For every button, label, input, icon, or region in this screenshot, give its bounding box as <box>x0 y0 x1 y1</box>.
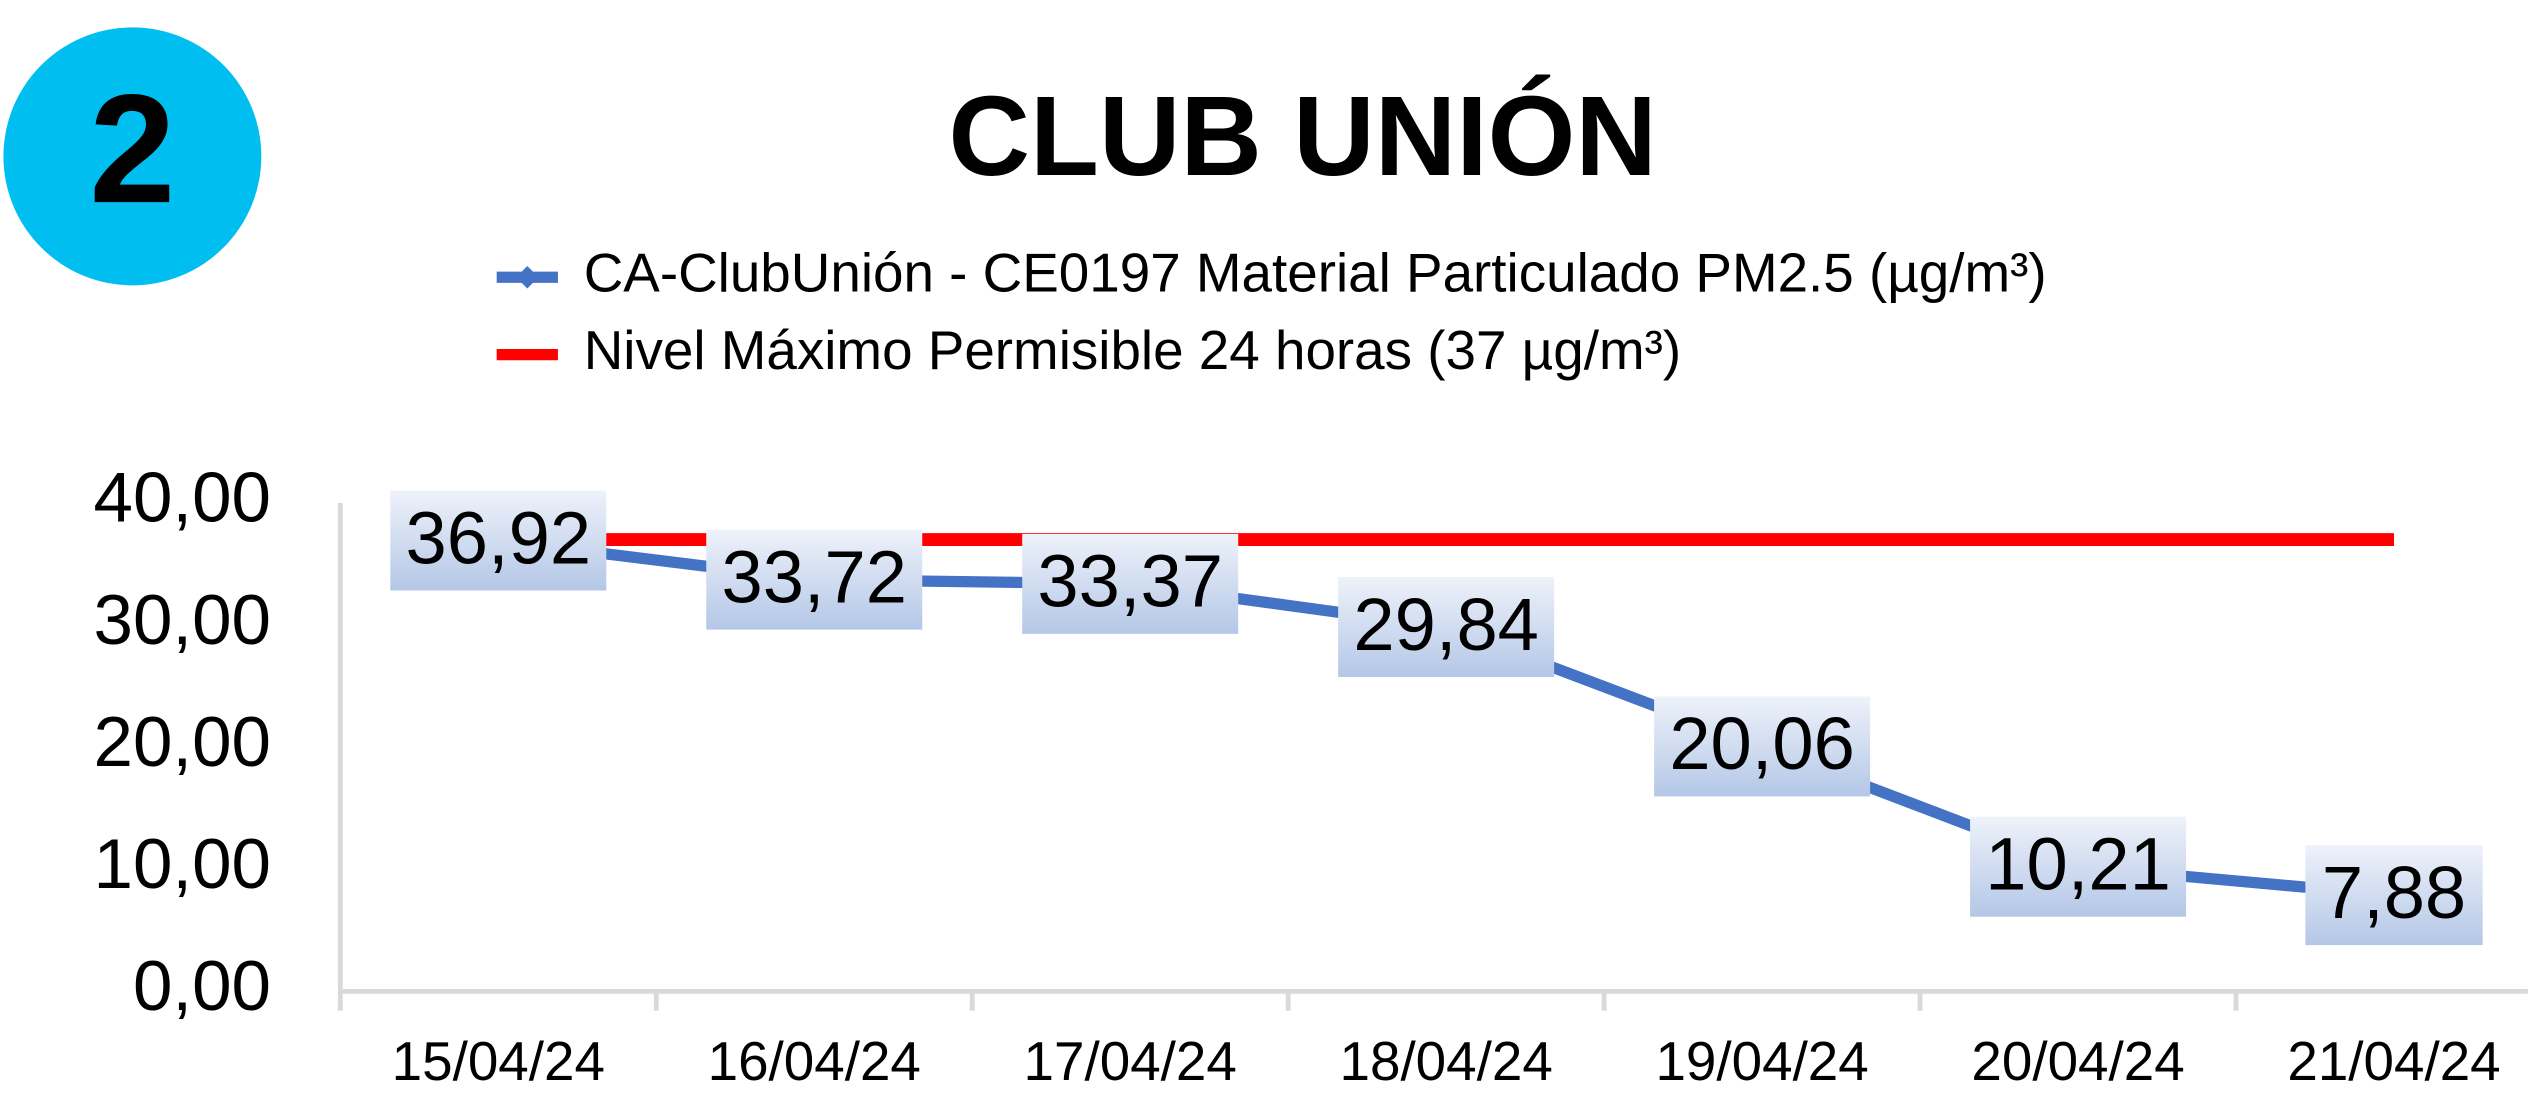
data-label-box <box>1970 816 2187 917</box>
x-tick-label: 21/04/24 <box>2287 1030 2500 1092</box>
chart-title: CLUB UNIÓN <box>949 73 1657 199</box>
x-tick-label: 20/04/24 <box>1971 1030 2184 1092</box>
data-label: 7,88 <box>2322 851 2466 934</box>
x-tick-label: 19/04/24 <box>1655 1030 1868 1092</box>
y-tick-label: 40,00 <box>94 459 271 538</box>
y-tick-label: 20,00 <box>94 703 271 782</box>
data-label-box <box>390 490 607 591</box>
x-tick-label: 17/04/24 <box>1024 1030 1237 1092</box>
badge-circle <box>3 27 262 286</box>
data-label-box <box>1022 533 1239 634</box>
data-label-box <box>1338 577 1555 677</box>
x-tick-label: 16/04/24 <box>708 1030 921 1092</box>
data-label-box <box>2305 845 2483 946</box>
legend-marker <box>516 265 539 289</box>
data-label-box <box>706 529 923 630</box>
y-tick-label: 0,00 <box>133 947 271 1026</box>
data-label: 29,84 <box>1353 583 1539 666</box>
data-label-box <box>1654 696 1871 797</box>
legend-label: CA-ClubUnión - CE0197 Material Particula… <box>584 242 2047 304</box>
x-tick-label: 15/04/24 <box>392 1030 605 1092</box>
data-label: 36,92 <box>406 496 592 579</box>
x-tick-label: 18/04/24 <box>1340 1030 1553 1092</box>
data-label: 20,06 <box>1669 702 1855 785</box>
y-tick-label: 10,00 <box>94 825 271 904</box>
data-label: 33,72 <box>721 535 907 618</box>
legend-label: Nivel Máximo Permisible 24 horas (37 µg/… <box>584 319 1681 381</box>
data-label: 33,37 <box>1037 540 1223 623</box>
data-label: 10,21 <box>1985 823 2171 906</box>
badge-number: 2 <box>89 62 175 235</box>
y-tick-label: 30,00 <box>94 581 271 660</box>
